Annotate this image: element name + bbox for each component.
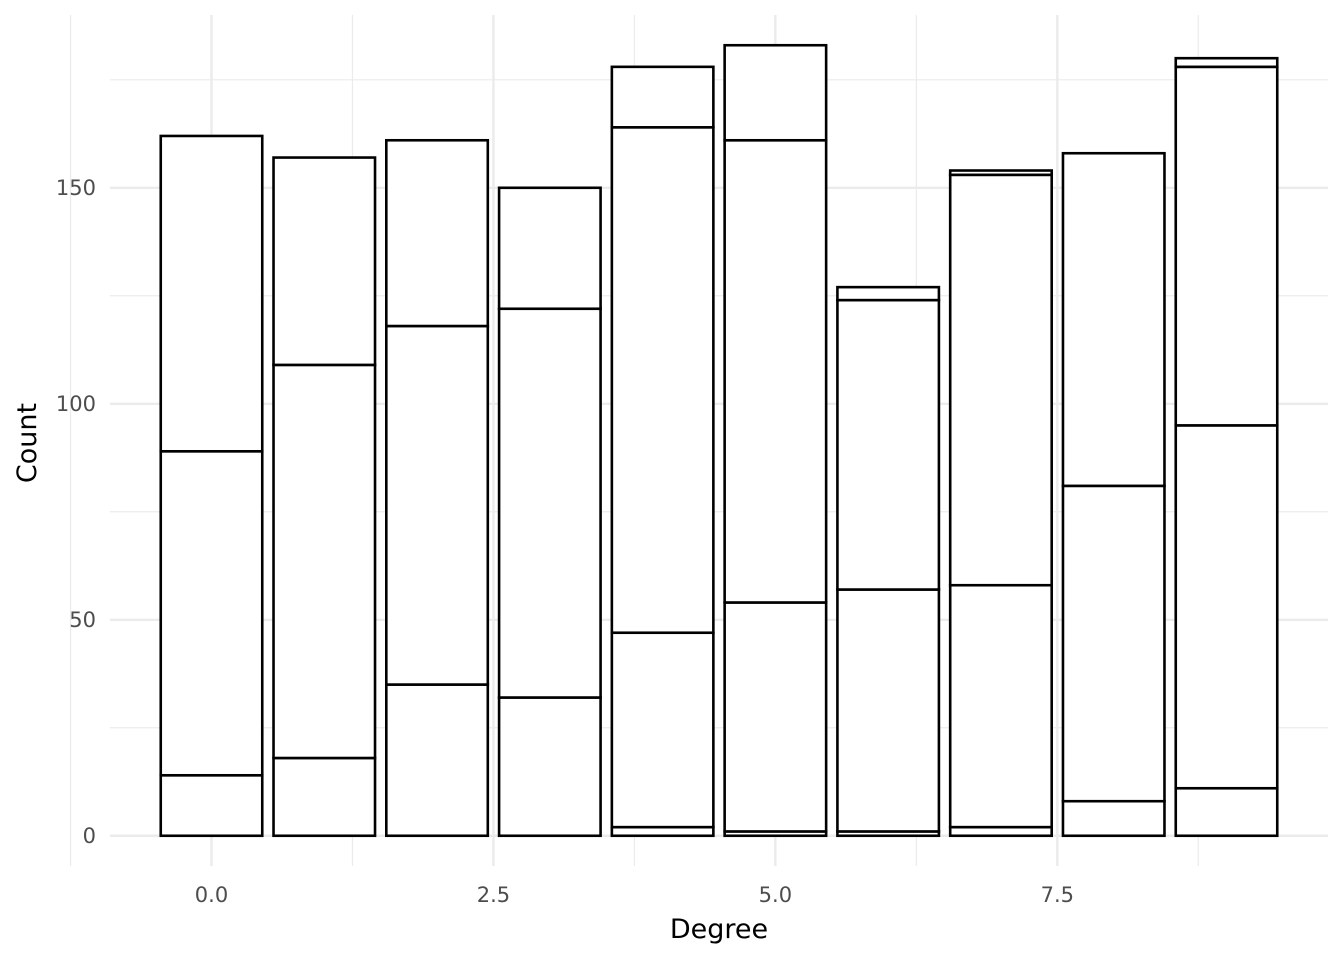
bar-segment: [1061, 151, 1166, 488]
bars: [159, 43, 1279, 838]
bar-segment: [159, 773, 264, 838]
x-tick-label: 7.5: [1041, 883, 1074, 907]
bar-segment: [1061, 799, 1166, 838]
bar-segment: [1061, 484, 1166, 803]
bar-segment: [272, 363, 377, 760]
y-tick-label: 100: [56, 392, 96, 416]
bar-segment: [1174, 56, 1279, 69]
bar-segment: [1174, 786, 1279, 838]
bar-segment: [272, 756, 377, 838]
bar-segment: [836, 588, 941, 833]
bar-segment: [610, 631, 715, 829]
bar-segment: [1174, 424, 1279, 790]
bar-segment: [159, 134, 264, 453]
bar-segment: [610, 65, 715, 129]
bar-segment: [723, 43, 828, 142]
bar-segment: [723, 138, 828, 604]
x-tick-label: 5.0: [759, 883, 792, 907]
bar-segment: [159, 449, 264, 777]
y-axis-title: Count: [12, 403, 43, 483]
bar-segment: [610, 126, 715, 635]
bar-segment: [836, 285, 941, 302]
bar-segment: [948, 173, 1053, 587]
bar-segment: [948, 583, 1053, 829]
y-tick-label: 150: [56, 176, 96, 200]
bar-segment: [497, 186, 602, 311]
x-axis-ticks: 0.0 2.5 5.0 7.5: [195, 883, 1074, 907]
y-tick-label: 0: [83, 824, 96, 848]
bar-segment: [272, 156, 377, 367]
y-tick-label: 50: [69, 608, 96, 632]
x-axis-title: Degree: [670, 914, 768, 945]
bar-segment: [1174, 65, 1279, 427]
x-tick-label: 0.0: [195, 883, 228, 907]
bar-segment: [948, 169, 1053, 177]
bar-segment: [836, 298, 941, 591]
bar-segment: [385, 138, 490, 328]
bar-segment: [385, 683, 490, 838]
bar-segment: [385, 324, 490, 686]
x-tick-label: 2.5: [477, 883, 510, 907]
bar-segment: [497, 307, 602, 699]
y-axis-ticks: 0 50 100 150: [56, 176, 96, 848]
bar-segment: [723, 601, 828, 833]
bar-segment: [497, 696, 602, 838]
